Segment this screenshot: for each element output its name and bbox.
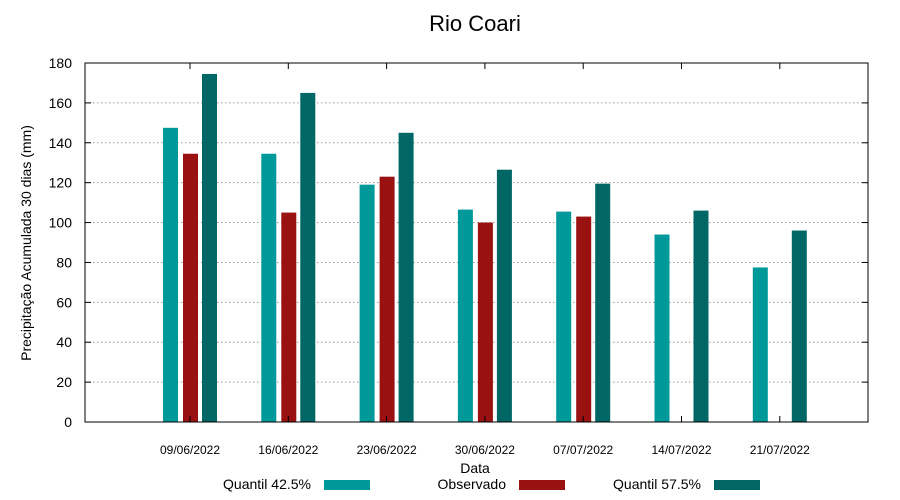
grid-layer [85,102,868,383]
y-tick-label: 80 [56,254,72,270]
bar [595,183,611,422]
bar [163,127,178,422]
x-tick-label: 16/06/2022 [258,443,318,457]
legend-label: Quantil 57.5% [613,476,701,492]
x-tick-label: 23/06/2022 [357,443,417,457]
bar [398,132,414,423]
legend: Quantil 42.5% Observado Quantil 57.5% [223,476,760,492]
y-axis-label: Precipitação Acumulada 30 dias (mm) [18,125,34,361]
plot-frame [84,62,869,423]
bar [281,212,297,422]
bar [791,230,807,422]
legend-swatch [714,480,760,490]
bar [300,92,316,423]
y-tick-label: 20 [56,374,72,390]
y-tick-label: 40 [56,334,72,350]
y-tick-label: 60 [56,294,72,310]
y-tick-label: 0 [64,414,72,430]
bar [457,209,473,422]
legend-swatch [324,480,370,490]
x-tick-label: 21/07/2022 [750,443,810,457]
x-tick-label: 14/07/2022 [651,443,711,457]
legend-label: Observado [438,476,507,492]
bar [183,153,198,422]
bar [576,216,592,422]
bar [752,267,768,422]
bar [496,169,512,422]
bar [261,153,277,422]
bar [654,234,670,422]
x-tick-label: 30/06/2022 [455,443,515,457]
legend-swatch [519,480,565,490]
y-tick-label: 160 [49,95,73,111]
x-axis-label: Data [460,460,490,476]
bars-layer [163,73,807,423]
bar [359,184,375,422]
x-tick-label: 09/06/2022 [160,443,220,457]
bar [202,73,217,422]
legend-label: Quantil 42.5% [223,476,311,492]
y-tick-label: 180 [49,55,73,71]
x-tick-label: 07/07/2022 [553,443,613,457]
y-tick-label: 120 [49,175,73,191]
x-axis: 09/06/2022 16/06/2022 23/06/2022 30/06/2022… [160,63,810,457]
bar [556,211,572,422]
y-tick-label: 140 [49,135,73,151]
chart-title: Rio Coari [429,11,521,36]
bar [693,210,709,422]
y-tick-label: 100 [49,215,73,231]
bar [477,222,493,422]
bar [379,176,395,422]
y-axis: 0 20 40 60 80 100 120 140 160 180 [49,55,868,430]
